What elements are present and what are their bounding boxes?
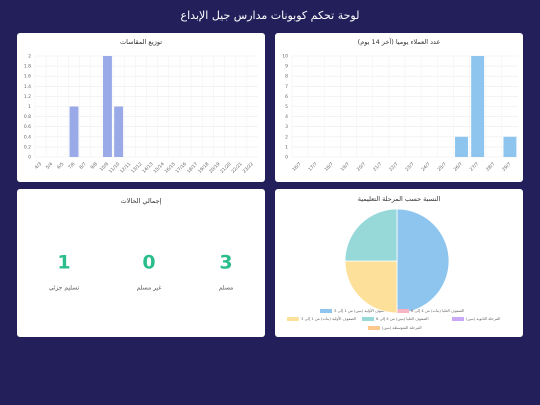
x-tick-label: 10/9 xyxy=(99,161,110,172)
bar xyxy=(503,136,517,157)
y-tick-label: 0.4 xyxy=(24,134,31,140)
x-tick-label: 21/7 xyxy=(372,161,383,172)
x-tick-label: 6/5 xyxy=(56,161,65,170)
y-tick-label: 2 xyxy=(285,134,288,140)
y-tick-label: 1 xyxy=(285,144,288,150)
y-tick-label: 4 xyxy=(285,114,288,120)
bar xyxy=(455,136,468,157)
legend-label: المرحلة المتوسطة (بنين) xyxy=(382,325,422,330)
legend-swatch xyxy=(362,317,374,321)
y-tick-label: 1.4 xyxy=(24,84,31,90)
stat-label: تسليم جزئي xyxy=(49,285,80,292)
legend-swatch xyxy=(287,317,299,321)
page-title: لوحة تحكم كوبونات مدارس جيل الإبداع xyxy=(181,9,360,22)
stat-label: غير مسلم xyxy=(137,285,162,292)
card-title: النسبة حسب المرحلة التعليمية xyxy=(358,195,441,203)
y-tick-label: 3 xyxy=(285,124,288,130)
x-tick-label: 27/7 xyxy=(469,161,480,172)
y-tick-label: 6 xyxy=(285,94,288,100)
legend-label: الصفوف الأولية (بنين) من 1 إلى 3 xyxy=(334,308,388,314)
bar xyxy=(103,56,112,157)
card xyxy=(17,189,265,337)
y-tick-label: 7 xyxy=(285,84,288,90)
x-tick-label: 29/7 xyxy=(501,161,512,172)
x-tick-label: 20/7 xyxy=(356,161,367,172)
y-tick-label: 1.6 xyxy=(24,74,31,80)
bar xyxy=(471,56,485,157)
x-tick-label: 28/7 xyxy=(485,161,496,172)
y-tick-label: 1.8 xyxy=(24,64,31,70)
y-tick-label: 0 xyxy=(285,155,288,161)
x-tick-label: 19/7 xyxy=(340,161,351,172)
legend-label: الصفوف العليا (بنين) من 4 إلى 6 xyxy=(376,316,429,322)
x-tick-label: 9/8 xyxy=(89,161,98,170)
bar xyxy=(114,106,124,157)
legend-label: المرحلة الثانوية (بنين) xyxy=(466,316,500,321)
y-tick-label: 0 xyxy=(28,155,31,161)
x-tick-label: 26/7 xyxy=(453,161,464,172)
x-tick-label: 18/7 xyxy=(323,161,334,172)
pie-slice xyxy=(344,208,398,262)
stat-label: مسلم xyxy=(219,285,234,292)
legend-label: الصفوف العليا (بنات) من 4 إلى 6 xyxy=(411,308,464,314)
x-tick-label: 23/7 xyxy=(404,161,415,172)
x-tick-label: 4/3 xyxy=(34,161,43,170)
card-title: عدد العملاء يوميا (آخر 14 يوم) xyxy=(358,37,441,46)
y-tick-label: 1 xyxy=(28,104,31,110)
legend-label: الصفوف الأولية (بنات) من 1 إلى 3 xyxy=(301,316,356,322)
y-tick-label: 5 xyxy=(285,104,288,110)
legend-swatch xyxy=(452,317,464,321)
y-tick-label: 10 xyxy=(282,54,288,60)
pie-slice xyxy=(344,260,398,314)
y-tick-label: 1.2 xyxy=(24,94,31,100)
x-tick-label: 25/7 xyxy=(436,161,447,172)
y-tick-label: 0.2 xyxy=(24,144,31,150)
stat-value: 3 xyxy=(219,252,232,274)
y-tick-label: 9 xyxy=(285,64,288,70)
x-tick-label: 8/7 xyxy=(78,161,87,170)
y-tick-label: 0.6 xyxy=(24,124,31,130)
x-tick-label: 5/4 xyxy=(45,161,54,170)
y-tick-label: 2 xyxy=(28,54,31,60)
x-tick-label: 22/7 xyxy=(388,161,399,172)
x-tick-label: 16/7 xyxy=(291,161,302,172)
legend-swatch xyxy=(368,326,380,330)
y-tick-label: 8 xyxy=(285,74,288,80)
legend-swatch xyxy=(397,309,409,313)
card-title: إجمالي الحالات xyxy=(121,197,162,205)
stat-value: 1 xyxy=(57,252,70,274)
x-tick-label: 17/7 xyxy=(307,161,318,172)
card-title: توزيع المقاسات xyxy=(120,38,162,46)
card xyxy=(17,33,265,182)
x-tick-label: 7/6 xyxy=(67,161,76,170)
y-tick-label: 0.8 xyxy=(24,114,31,120)
stat-value: 0 xyxy=(142,252,155,274)
x-tick-label: 24/7 xyxy=(420,161,431,172)
legend-swatch xyxy=(320,309,332,313)
bar xyxy=(69,106,79,157)
pie-slice xyxy=(396,208,450,314)
